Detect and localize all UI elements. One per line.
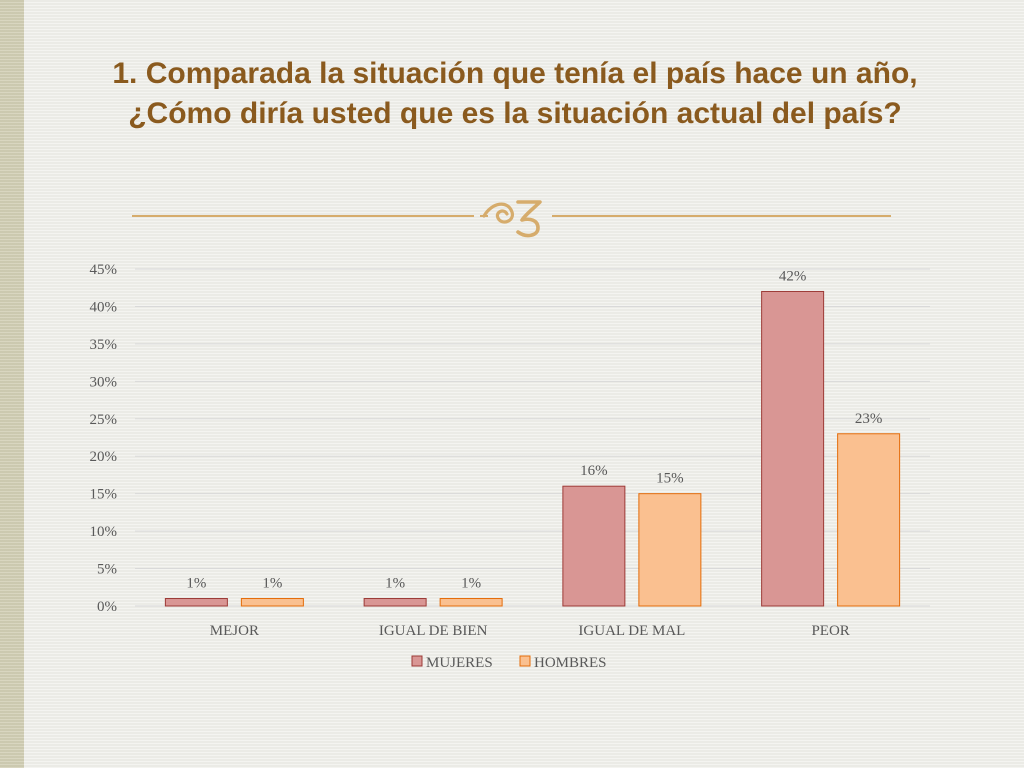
- y-tick-label: 0%: [97, 599, 117, 615]
- title-divider-left: [132, 215, 474, 217]
- bar-hombres: [638, 493, 702, 607]
- x-category-label: IGUAL DE BIEN: [379, 623, 488, 639]
- y-tick-label: 30%: [90, 374, 118, 390]
- y-tick-label: 10%: [90, 524, 118, 540]
- y-tick-label: 20%: [90, 449, 118, 465]
- x-category-label: PEOR: [811, 623, 849, 639]
- y-tick-label: 5%: [97, 562, 117, 578]
- x-category-label: MEJOR: [210, 623, 259, 639]
- legend: MUJERES HOMBRES: [411, 655, 607, 671]
- y-tick-label: 45%: [90, 262, 118, 278]
- bar-mujeres: [164, 598, 228, 607]
- slide-background: [24, 0, 1024, 768]
- y-tick-label: 35%: [90, 337, 118, 353]
- data-label: 1%: [461, 576, 481, 592]
- bars: [164, 290, 901, 607]
- bar-hombres: [837, 433, 901, 607]
- data-labels: 1% 1% 1% 1% 16% 15% 42% 23%: [186, 268, 882, 591]
- data-label: 1%: [262, 576, 282, 592]
- legend-swatch-mujeres: [411, 655, 423, 667]
- legend-label-hombres: HOMBRES: [534, 655, 607, 671]
- bar-mujeres: [562, 485, 626, 607]
- legend-label-mujeres: MUJERES: [426, 655, 493, 671]
- bar-hombres: [240, 598, 304, 607]
- slide-title: 1. Comparada la situación que tenía el p…: [112, 57, 918, 130]
- legend-swatch-hombres: [519, 655, 531, 667]
- data-label: 1%: [186, 576, 206, 592]
- bar-mujeres: [363, 598, 427, 607]
- y-tick-label: 25%: [90, 412, 118, 428]
- data-label: 23%: [855, 411, 883, 427]
- y-tick-label: 40%: [90, 299, 118, 315]
- y-tick-label: 15%: [90, 487, 118, 503]
- title-divider-right: [552, 215, 891, 217]
- data-label: 1%: [385, 576, 405, 592]
- slide-left-band: [0, 0, 24, 768]
- y-axis-ticks: 0% 5% 10% 15% 20% 25% 30% 35% 40% 45%: [90, 262, 118, 615]
- data-label: 15%: [656, 471, 684, 487]
- bar-mujeres: [761, 290, 825, 607]
- data-label: 42%: [779, 268, 807, 284]
- flourish-ornament-icon: [480, 200, 542, 238]
- data-label: 16%: [580, 463, 608, 479]
- x-category-label: IGUAL DE MAL: [578, 623, 685, 639]
- x-axis-categories: MEJOR IGUAL DE BIEN IGUAL DE MAL PEOR: [210, 623, 850, 639]
- bar-hombres: [439, 598, 503, 607]
